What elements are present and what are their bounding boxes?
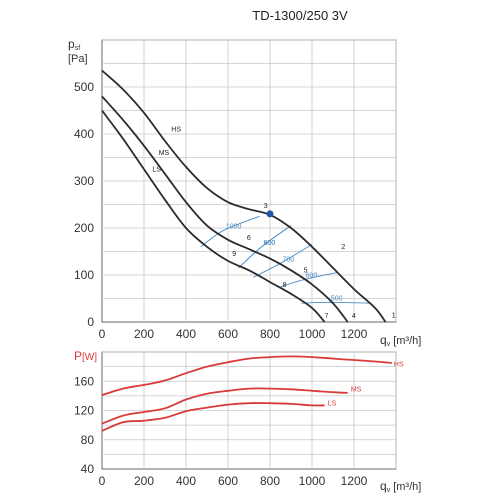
- power-x-tick-label: 600: [218, 474, 238, 488]
- power-curve-label-ms: MS: [351, 386, 362, 393]
- flow-axis-label-top: qv [m³/h]: [380, 333, 421, 348]
- pressure-curve-hs: [101, 69, 387, 323]
- power-x-tick-label: 1200: [341, 474, 368, 488]
- power-axis-label: P[W]: [74, 349, 97, 363]
- operating-point-marker: [266, 210, 274, 218]
- efficiency-line-label: 500: [331, 295, 343, 302]
- efficiency-line-1000: [200, 215, 260, 248]
- flow-axis-label-bottom: qv [m³/h]: [380, 479, 421, 494]
- pressure-x-tick-label: 0: [99, 327, 106, 341]
- pressure-x-tick-label: 600: [218, 327, 238, 341]
- chart-title: TD-1300/250 3V: [252, 8, 348, 23]
- power-curve-ms: [101, 387, 348, 425]
- power-x-tick-label: 400: [176, 474, 196, 488]
- operating-point-number: 4: [352, 313, 356, 320]
- power-y-tick-label: 120: [74, 404, 94, 418]
- power-x-tick-label: 1000: [299, 474, 326, 488]
- pressure-curve-ls: [101, 109, 326, 323]
- efficiency-line-label: 800: [264, 240, 276, 247]
- operating-point-number: 5: [304, 268, 308, 275]
- pressure-curve-label-ms: MS: [159, 150, 170, 157]
- power-curve-label-ls: LS: [328, 400, 337, 407]
- pressure-x-tick-label: 200: [134, 327, 154, 341]
- efficiency-line-600: [280, 272, 338, 288]
- pressure-x-tick-label: 800: [260, 327, 280, 341]
- power-y-tick-label: 160: [74, 374, 94, 388]
- pressure-chart: 0 200 400 600 800 1000 1200 0 100 200 300 400 500 100…: [74, 39, 397, 341]
- power-x-tick-label: 0: [99, 474, 106, 488]
- efficiency-line-800: [238, 225, 292, 269]
- operating-point-number: 9: [232, 251, 236, 258]
- power-x-tick-label: 800: [260, 474, 280, 488]
- power-curve-hs: [101, 355, 392, 396]
- pressure-y-tick-label: 200: [74, 221, 94, 235]
- power-x-tick-label: 200: [134, 474, 154, 488]
- efficiency-line-label: 900: [264, 240, 276, 247]
- pressure-y-tick-label: 400: [74, 127, 94, 141]
- efficiency-line-label: 600: [306, 273, 318, 280]
- operating-point-number: 7: [325, 313, 329, 320]
- power-curve-ls: [101, 402, 325, 432]
- pressure-x-tick-label: 400: [176, 327, 196, 341]
- power-y-tick-label: 80: [81, 433, 95, 447]
- pressure-y-tick-label: 0: [87, 315, 94, 329]
- pressure-curve-label-ls: LS: [152, 167, 161, 174]
- pressure-curve-label-hs: HS: [171, 127, 181, 134]
- pressure-y-tick-label: 500: [74, 80, 94, 94]
- power-y-tick-label: 40: [81, 462, 95, 476]
- operating-point-number: 1: [392, 312, 396, 319]
- power-chart: 0 200 400 600 800 1000 1200 40 80 120 160 HS MS LS: [74, 351, 404, 488]
- pressure-y-tick-label: 100: [74, 268, 94, 282]
- pressure-axis-label: psf: [68, 37, 80, 52]
- operating-point-number: 3: [264, 203, 268, 210]
- efficiency-line-label: 1000: [226, 223, 242, 230]
- power-curve-label-hs: HS: [394, 362, 404, 369]
- pressure-x-tick-label: 1200: [341, 327, 368, 341]
- pressure-x-tick-label: 1000: [299, 327, 326, 341]
- pressure-curve-ms: [101, 95, 349, 323]
- operating-point-number: 6: [247, 235, 251, 242]
- pressure-axis-unit: [Pa]: [68, 53, 88, 65]
- efficiency-line-500: [301, 301, 371, 304]
- operating-point-number: 8: [283, 282, 287, 289]
- efficiency-line-label: 700: [283, 256, 295, 263]
- pressure-y-tick-label: 300: [74, 174, 94, 188]
- operating-point-number: 2: [341, 244, 345, 251]
